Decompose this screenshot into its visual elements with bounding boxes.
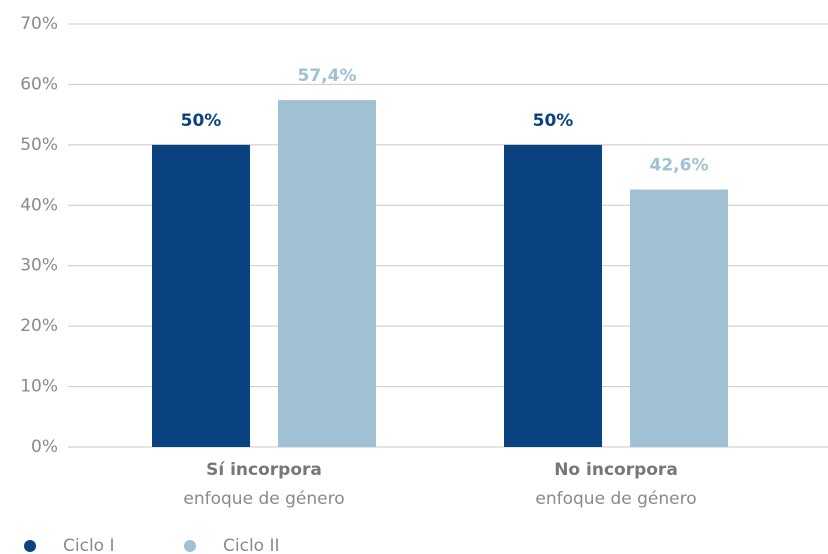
y-tick-label: 70% [20, 14, 58, 34]
y-tick-label: 0% [31, 437, 58, 457]
bar [152, 144, 250, 447]
x-tick-label: enfoque de género [183, 489, 344, 509]
y-tick-label: 10% [20, 377, 58, 397]
x-tick-label: Sí incorpora [206, 460, 322, 480]
y-tick-label: 60% [20, 74, 58, 94]
legend-label: Ciclo II [223, 536, 280, 554]
x-tick-label: enfoque de género [535, 489, 696, 509]
value-label: 50% [181, 111, 222, 131]
bar [278, 100, 376, 447]
legend-label: Ciclo I [63, 536, 114, 554]
y-tick-label: 40% [20, 195, 58, 215]
value-label: 57,4% [298, 66, 357, 86]
bar [504, 144, 602, 447]
y-tick-label: 20% [20, 316, 58, 336]
legend-marker [184, 540, 196, 552]
y-tick-label: 30% [20, 256, 58, 276]
legend-marker [24, 540, 36, 552]
value-label: 50% [533, 111, 574, 131]
value-label: 42,6% [650, 156, 709, 176]
y-tick-label: 50% [20, 135, 58, 155]
bar [630, 189, 728, 447]
x-tick-label: No incorpora [554, 460, 678, 480]
